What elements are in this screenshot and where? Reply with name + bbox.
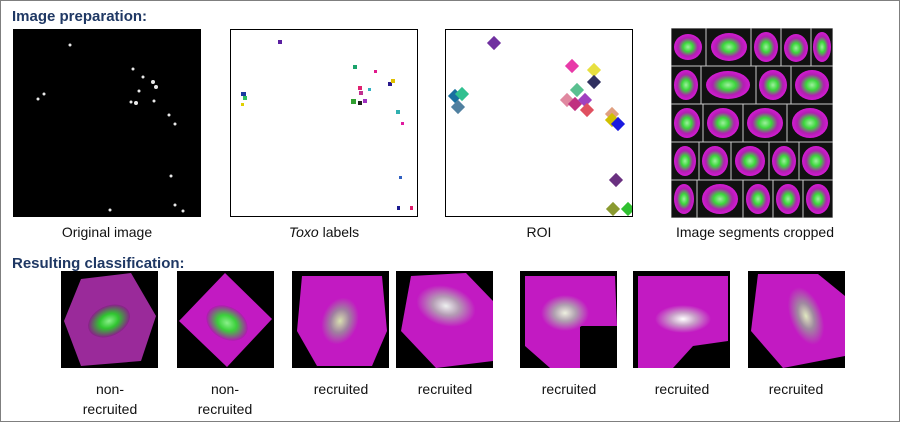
toxo-labels-caption: Toxo labels: [224, 224, 424, 240]
toxo-italic-word: Toxo: [288, 224, 319, 240]
roi-marks: [447, 35, 632, 216]
toxo-labels-marks: [241, 40, 413, 210]
segments-caption: Image segments cropped: [676, 224, 834, 240]
result-caption-7: recruited: [768, 381, 824, 397]
roi-caption: ROI: [526, 224, 552, 240]
result-caption-2: non-recruited: [197, 381, 253, 417]
toxo-labels-panel: [230, 29, 418, 217]
result-caption-3: recruited: [313, 381, 369, 397]
result-image-7: [748, 271, 845, 368]
result-caption-1: non-recruited: [82, 381, 138, 417]
result-caption-6: recruited: [654, 381, 710, 397]
original-image-panel: [13, 29, 201, 217]
segments-mosaic: [671, 28, 833, 218]
segments-grid: [671, 28, 833, 218]
result-image-3: [292, 271, 389, 368]
result-image-2: [177, 271, 274, 368]
roi-panel: [445, 29, 633, 217]
result-image-6: [633, 271, 730, 368]
original-image-caption: Original image: [61, 224, 153, 240]
result-image-4: [396, 271, 493, 368]
original-image-dots: [36, 43, 185, 213]
image-preparation-title: Image preparation:: [12, 8, 148, 25]
result-image-5: [520, 271, 617, 368]
result-caption-5: recruited: [541, 381, 597, 397]
result-image-1: [61, 271, 158, 368]
result-caption-4: recruited: [417, 381, 473, 397]
labels-word: labels: [318, 224, 360, 240]
resulting-classification-title: Resulting classification:: [12, 255, 185, 272]
